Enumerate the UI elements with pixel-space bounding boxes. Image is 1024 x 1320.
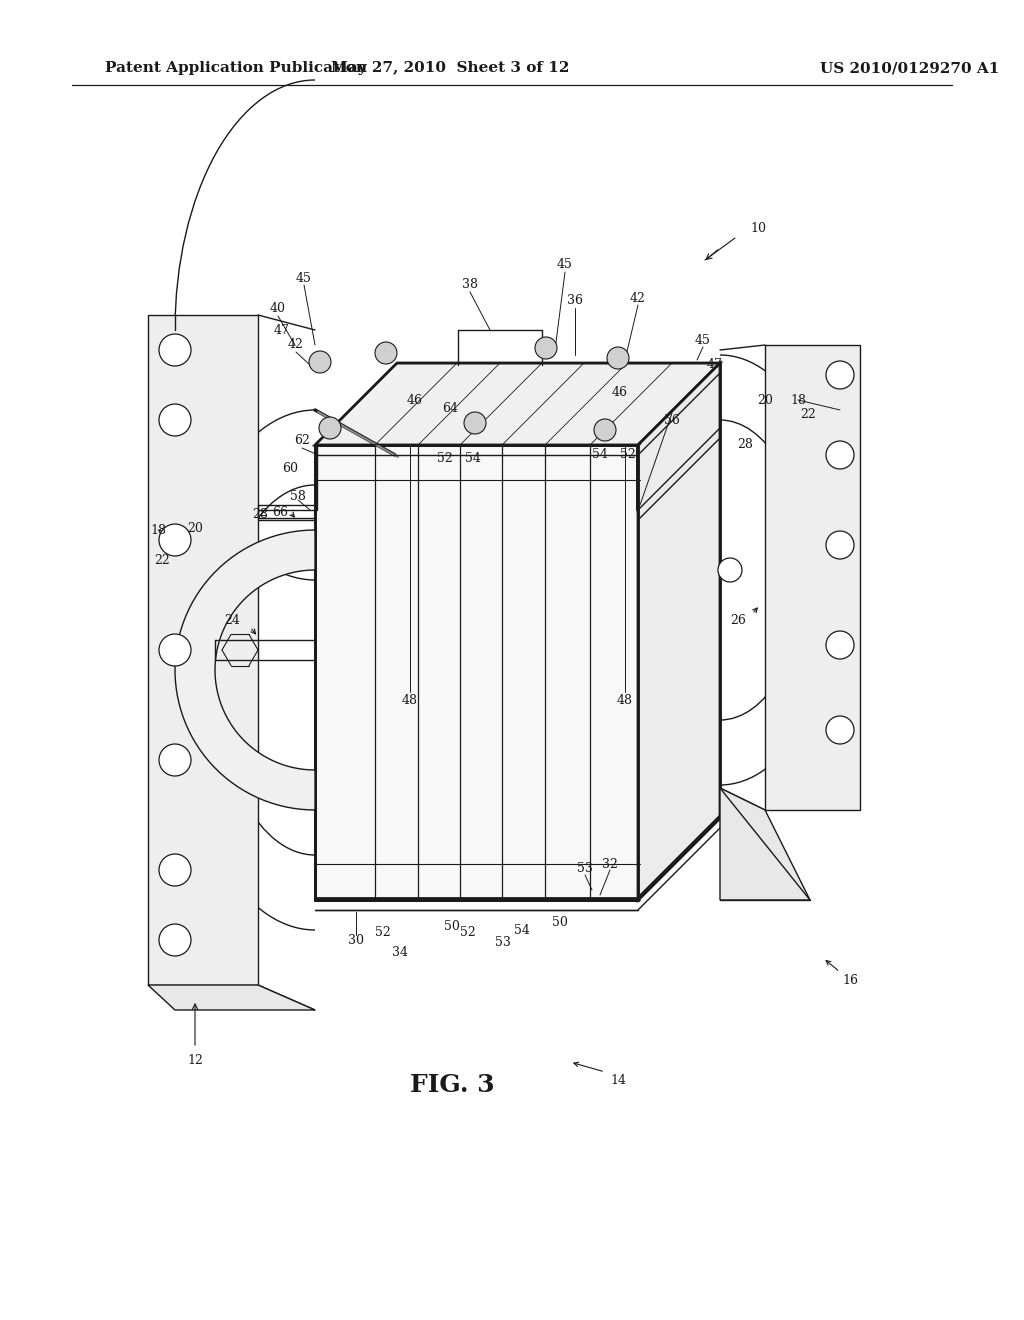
Text: May 27, 2010  Sheet 3 of 12: May 27, 2010 Sheet 3 of 12 [331,61,569,75]
Text: 16: 16 [842,974,858,986]
Text: 48: 48 [402,693,418,706]
Circle shape [159,744,191,776]
Polygon shape [175,531,315,810]
Text: 52: 52 [375,925,391,939]
Text: 48: 48 [617,693,633,706]
Circle shape [375,342,397,364]
Circle shape [159,924,191,956]
Text: 30: 30 [348,933,364,946]
Text: 52: 52 [437,451,453,465]
Text: 50: 50 [444,920,460,932]
Text: 42: 42 [630,292,646,305]
Text: US 2010/0129270 A1: US 2010/0129270 A1 [820,61,999,75]
Text: 24: 24 [224,614,240,627]
Text: 42: 42 [288,338,304,351]
Circle shape [826,531,854,558]
Text: 47: 47 [707,359,723,371]
Text: 45: 45 [296,272,312,285]
Text: 52: 52 [621,449,636,462]
Text: 66: 66 [272,506,288,519]
Polygon shape [638,363,720,900]
Circle shape [826,441,854,469]
Text: 14: 14 [610,1073,626,1086]
Polygon shape [765,345,860,810]
Text: 32: 32 [602,858,617,871]
Circle shape [826,360,854,389]
Circle shape [159,334,191,366]
Circle shape [535,337,557,359]
Circle shape [309,351,331,374]
Text: 53: 53 [495,936,511,949]
Circle shape [159,634,191,667]
Circle shape [159,404,191,436]
Text: 60: 60 [282,462,298,474]
Circle shape [826,631,854,659]
Text: 18: 18 [790,393,806,407]
Text: 58: 58 [290,490,306,503]
Polygon shape [148,985,315,1010]
Circle shape [607,347,629,370]
Text: FIG. 3: FIG. 3 [410,1073,495,1097]
Circle shape [159,854,191,886]
Text: Patent Application Publication: Patent Application Publication [105,61,367,75]
Text: 62: 62 [294,433,310,446]
Polygon shape [148,315,258,985]
Text: 54: 54 [465,451,481,465]
Text: 28: 28 [252,508,268,521]
Polygon shape [315,445,638,900]
Circle shape [464,412,486,434]
Text: 20: 20 [187,521,203,535]
Text: 26: 26 [730,614,745,627]
Text: 50: 50 [552,916,568,928]
Text: 12: 12 [187,1053,203,1067]
Text: 54: 54 [592,449,608,462]
Circle shape [319,417,341,440]
Circle shape [159,524,191,556]
Text: 38: 38 [462,279,478,292]
Circle shape [718,558,742,582]
Circle shape [826,715,854,744]
Text: 64: 64 [442,401,458,414]
Polygon shape [315,363,720,445]
Text: 20: 20 [757,393,773,407]
Text: 53: 53 [578,862,593,874]
Text: 46: 46 [612,387,628,400]
Text: 28: 28 [737,438,753,451]
Text: 36: 36 [567,293,583,306]
Text: 10: 10 [750,222,766,235]
Text: 22: 22 [155,553,170,566]
Text: 52: 52 [460,925,476,939]
Text: 40: 40 [270,301,286,314]
Text: 56: 56 [664,413,680,426]
Text: 46: 46 [407,393,423,407]
Polygon shape [720,788,810,900]
Text: 45: 45 [695,334,711,346]
Text: 54: 54 [514,924,530,936]
Circle shape [594,418,616,441]
Text: 34: 34 [392,945,408,958]
Text: 22: 22 [800,408,816,421]
Text: 47: 47 [274,323,290,337]
Text: 18: 18 [150,524,166,536]
Text: 45: 45 [557,259,573,272]
